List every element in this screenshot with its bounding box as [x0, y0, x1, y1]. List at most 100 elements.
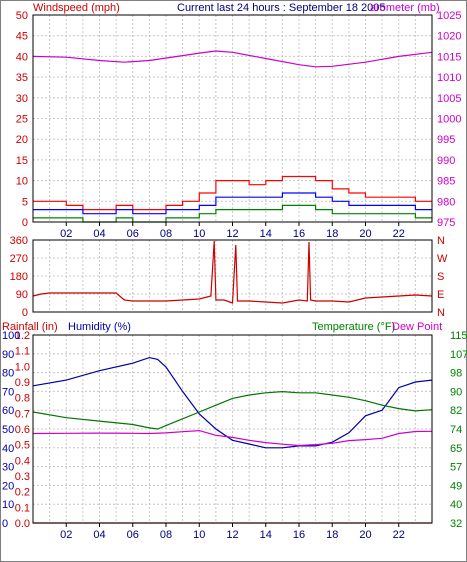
top-xtick-label: 22 [393, 228, 405, 240]
rain-axis-label: 1.1 [15, 346, 30, 358]
top-xtick-label: 12 [226, 228, 238, 240]
wind-axis-label: 30 [16, 93, 28, 105]
baro-axis-label: 1020 [437, 31, 461, 43]
wind-axis-label: 20 [16, 134, 28, 146]
temp-axis-label: 49 [450, 480, 462, 492]
baro-axis-label: 995 [437, 134, 455, 146]
dewpoint-line [32, 429, 433, 447]
dir-compass-label: N [437, 307, 445, 319]
wind-axis-label: 0 [22, 217, 28, 229]
top-xtick-label: 10 [193, 228, 205, 240]
rain-axis-label: 0.6 [15, 424, 30, 436]
rain-axis-label: 0.3 [15, 471, 30, 483]
top-xtick-label: 14 [260, 228, 272, 240]
humidity-axis-label: 50 [2, 424, 14, 436]
temp-title: Temperature (°F) [312, 321, 395, 333]
baro-axis-label: 1005 [437, 93, 461, 105]
bottom-xtick-label: 18 [326, 529, 338, 541]
wind-axis-label: 15 [16, 155, 28, 167]
temp-axis-label: 74 [450, 424, 462, 436]
dir-axis-label: 360 [10, 235, 28, 247]
humidity-axis-label: 0 [2, 518, 8, 530]
baro-axis-label: 990 [437, 155, 455, 167]
temp-axis-label: 57 [450, 462, 462, 474]
bottom-xtick-label: 04 [93, 529, 105, 541]
barometer-line [32, 50, 433, 68]
rain-axis-label: 0.5 [15, 440, 30, 452]
top-xtick-label: 06 [127, 228, 139, 240]
dir-axis-label: 90 [16, 289, 28, 301]
dir-compass-label: W [437, 253, 448, 265]
humidity-axis-label: 100 [2, 330, 20, 342]
temp-axis-label: 90 [450, 386, 462, 398]
top-xtick-label: 04 [93, 228, 105, 240]
bottom-xtick-label: 12 [226, 529, 238, 541]
baro-axis-label: 1015 [437, 51, 461, 63]
dir-axis-label: 0 [22, 307, 28, 319]
humidity-axis-label: 90 [2, 349, 14, 361]
top-xtick-label: 08 [160, 228, 172, 240]
rain-axis-label: 1.2 [15, 330, 30, 342]
wind-axis-label: 25 [16, 114, 28, 126]
top-xtick-label: 16 [293, 228, 305, 240]
rain-axis-label: 0.0 [15, 518, 30, 530]
rain-axis-label: 0.8 [15, 393, 30, 405]
wind-axis-label: 35 [16, 72, 28, 84]
bottom-xtick-label: 14 [260, 529, 272, 541]
humidity-axis-label: 20 [2, 480, 14, 492]
temp-axis-label: 32 [450, 518, 462, 530]
bottom-xtick-label: 08 [160, 529, 172, 541]
dir-axis-label: 180 [10, 271, 28, 283]
wind-axis-label: 5 [22, 196, 28, 208]
humidity-axis-label: 40 [2, 443, 14, 455]
humidity-line [32, 356, 433, 449]
temp-axis-label: 115 [450, 330, 467, 342]
wind-direction-line [32, 240, 433, 304]
rain-axis-label: 0.7 [15, 408, 30, 420]
baro-axis-label: 1010 [437, 72, 461, 84]
bottom-xtick-label: 02 [60, 529, 72, 541]
top-xtick-label: 18 [326, 228, 338, 240]
bottom-xtick-label: 22 [393, 529, 405, 541]
rain-axis-label: 0.1 [15, 502, 30, 514]
dir-compass-label: S [437, 271, 444, 283]
wind-axis-label: 45 [16, 31, 28, 43]
rain-axis-label: 0.2 [15, 487, 30, 499]
temp-axis-label: 107 [450, 349, 467, 361]
humidity-title: Humidity (%) [68, 321, 131, 333]
rain-axis-label: 0.4 [15, 455, 30, 467]
rain-title: Rainfall (in) [2, 321, 58, 333]
dir-compass-label: N [437, 235, 445, 247]
rain-axis-label: 1.0 [15, 361, 30, 373]
baro-title: arometer (mb) [370, 2, 440, 14]
dir-compass-label: E [437, 289, 444, 301]
bottom-xtick-label: 20 [359, 529, 371, 541]
top-xtick-label: 20 [359, 228, 371, 240]
temperature-line [32, 390, 433, 430]
wind-axis-label: 40 [16, 51, 28, 63]
baro-axis-label: 1025 [437, 10, 461, 22]
dir-frame [32, 239, 433, 313]
baro-axis-label: 975 [437, 217, 455, 229]
humidity-axis-label: 70 [2, 386, 14, 398]
chart-title: Current last 24 hours : September 18 200… [177, 2, 386, 14]
baro-axis-label: 985 [437, 176, 455, 188]
bottom-xtick-label: 10 [193, 529, 205, 541]
humidity-axis-label: 30 [2, 462, 14, 474]
temp-axis-label: 40 [450, 499, 462, 511]
humidity-axis-label: 10 [2, 499, 14, 511]
temp-axis-label: 98 [450, 368, 462, 380]
dir-axis-label: 270 [10, 253, 28, 265]
wind-title: Windspeed (mph) [33, 2, 120, 14]
wind-axis-label: 50 [16, 10, 28, 22]
baro-axis-label: 980 [437, 196, 455, 208]
humidity-axis-label: 80 [2, 368, 14, 380]
baro-axis-label: 1000 [437, 114, 461, 126]
wind-axis-label: 10 [16, 176, 28, 188]
temp-axis-label: 65 [450, 443, 462, 455]
temp-axis-label: 82 [450, 405, 462, 417]
bottom-xtick-label: 16 [293, 529, 305, 541]
dew-title: Dew Point [392, 321, 442, 333]
